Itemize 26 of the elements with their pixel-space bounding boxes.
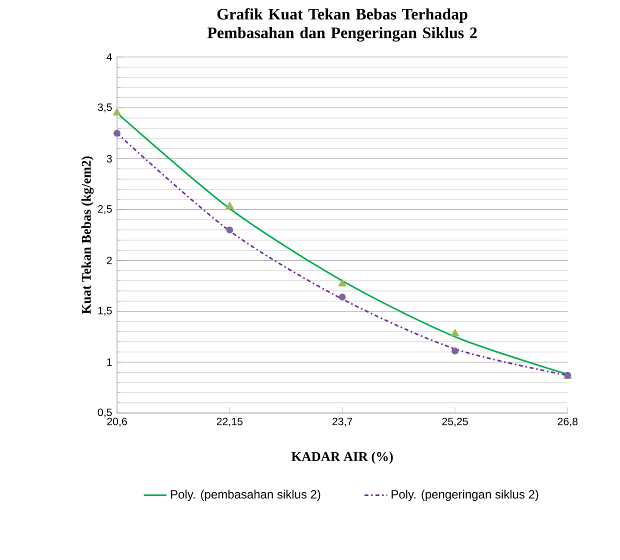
x-tick-label: 22,15 <box>216 418 243 427</box>
y-tick-label: 2 <box>106 256 112 264</box>
x-tick-label: 23,7 <box>332 418 352 427</box>
x-tick-label: 25,25 <box>442 418 468 427</box>
y-tick-label: 1 <box>107 358 112 366</box>
point <box>452 347 458 354</box>
point <box>226 226 234 234</box>
point <box>112 108 122 116</box>
y-tick-label: 4 <box>106 53 112 61</box>
y-tick-label: 3 <box>106 154 112 162</box>
x-axis-title: KADAR AIR (%) <box>291 452 393 464</box>
point <box>225 202 234 210</box>
point <box>450 328 460 336</box>
legend-label: Poly. (pengeringan siklus 2) <box>392 490 538 501</box>
point <box>338 294 346 301</box>
x-tick-label: 20,6 <box>107 418 127 427</box>
x-tick-label: 26,8 <box>558 418 578 427</box>
y-tick-label: 0,5 <box>98 408 112 418</box>
y-axis-title: Kuat Tekan Bebas (kg/em2) <box>81 156 94 314</box>
y-tick-label: 3,5 <box>98 103 112 112</box>
y-tick-label: 1,5 <box>98 306 112 316</box>
chart-title: Grafik Kuat Tekan Bebas Terhadap Pembasahan dan Pengeringan Siklus 2 <box>207 8 477 42</box>
point <box>114 130 120 137</box>
point <box>338 279 347 286</box>
legend-label: Poly. (pembasahan siklus 2) <box>171 490 320 501</box>
y-tick-label: 2,5 <box>98 205 112 214</box>
